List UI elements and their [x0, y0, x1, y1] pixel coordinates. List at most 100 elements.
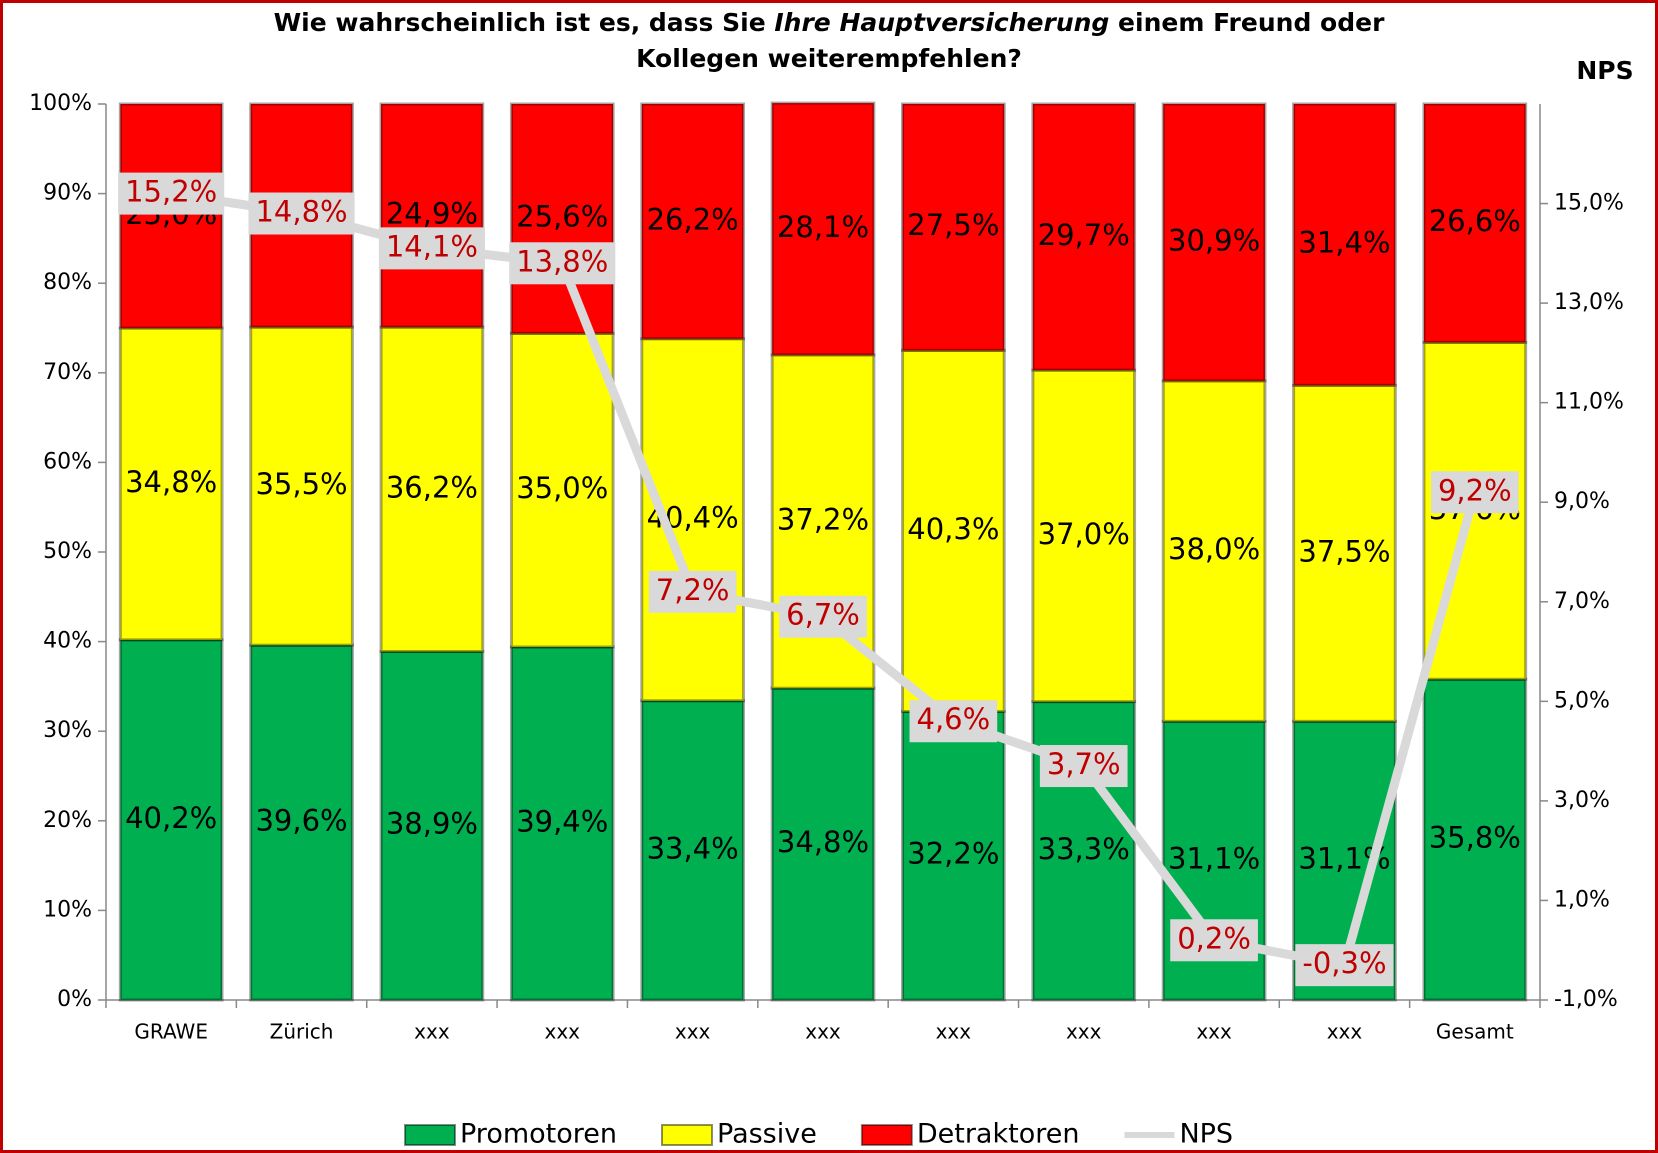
nps-label: 14,1%	[378, 227, 485, 270]
data-label: 34,8%	[777, 825, 869, 859]
legend-swatch	[661, 1124, 713, 1146]
y-tick-label: 20%	[43, 808, 92, 833]
bar-segment	[901, 709, 1006, 1002]
nps-label-text: 6,7%	[786, 598, 860, 632]
nps-label: -0,3%	[1295, 944, 1394, 987]
y-tick-label: 100%	[29, 91, 92, 116]
x-tick-label: xxx	[1327, 1020, 1363, 1044]
x-tick-label: xxx	[675, 1020, 711, 1044]
data-label: 40,3%	[907, 512, 999, 546]
y2-tick-label: 7,0%	[1554, 589, 1610, 614]
nps-label-text: -0,3%	[1302, 946, 1386, 980]
bar-segment	[901, 348, 1006, 713]
nps-label: 7,2%	[648, 570, 737, 613]
nps-label-text: 14,1%	[386, 229, 478, 263]
y-tick-label: 30%	[43, 718, 92, 743]
nps-label-text: 14,8%	[255, 195, 347, 229]
bar-segment	[1292, 383, 1397, 723]
bar-segment	[118, 638, 224, 1002]
bar-segment	[1031, 368, 1137, 704]
y-tick-label: 80%	[43, 270, 92, 295]
data-label: 30,9%	[1168, 223, 1260, 257]
y-tick-label: 10%	[43, 897, 92, 922]
nps-label-box	[1039, 745, 1128, 788]
nps-label-text: 0,2%	[1177, 921, 1251, 955]
data-label: 31,1%	[1168, 842, 1260, 876]
y-tick-label: 90%	[43, 181, 92, 206]
bar-segment	[901, 102, 1006, 352]
nps-label-box	[509, 242, 616, 285]
y-tick-label: 60%	[43, 449, 92, 474]
y2-tick-label: 15,0%	[1554, 191, 1624, 216]
nps-label: 13,8%	[509, 242, 616, 285]
nps-label-text: 9,2%	[1438, 473, 1512, 507]
nps-label-box	[1430, 471, 1519, 514]
data-label: 25,6%	[516, 200, 608, 234]
legend-label: Detraktoren	[917, 1119, 1080, 1150]
x-tick-label: Gesamt	[1436, 1020, 1514, 1044]
bar-segment	[640, 102, 745, 341]
bar-segment	[1031, 102, 1137, 372]
data-label: 33,3%	[1038, 832, 1130, 866]
bar-segment	[118, 326, 224, 642]
nps-label-box	[648, 570, 737, 613]
bar-segment	[379, 102, 485, 329]
y-tick-label: 40%	[43, 629, 92, 654]
x-tick-label: xxx	[1196, 1020, 1232, 1044]
data-label: 35,5%	[255, 467, 347, 501]
legend-label: Promotoren	[460, 1119, 617, 1150]
nps-label-box	[1295, 944, 1394, 987]
nps-label-text: 3,7%	[1047, 747, 1121, 781]
chart-title: Kollegen weiterempfehlen?	[636, 44, 1022, 73]
nps-label-text: 13,8%	[516, 244, 608, 278]
data-label: 39,6%	[255, 804, 347, 838]
bar-segment	[770, 101, 876, 357]
legend-label: NPS	[1179, 1119, 1233, 1150]
x-tick-label: xxx	[936, 1020, 972, 1044]
y2-tick-label: 13,0%	[1554, 290, 1624, 315]
nps-label: 4,6%	[909, 700, 998, 743]
data-label: 26,2%	[647, 202, 739, 236]
bar-segment	[379, 325, 485, 653]
x-tick-label: GRAWE	[134, 1020, 208, 1044]
bar-segment	[249, 325, 354, 647]
y2-tick-label: 3,0%	[1554, 788, 1610, 813]
nps-label-box	[909, 700, 998, 743]
y2-tick-label: 11,0%	[1554, 390, 1624, 415]
y2-tick-label: -1,0%	[1554, 987, 1618, 1012]
x-tick-label: xxx	[545, 1020, 581, 1044]
y2-tick-label: 9,0%	[1554, 489, 1610, 514]
y2-axis-title: NPS	[1576, 56, 1633, 85]
data-label: 40,2%	[125, 801, 217, 835]
nps-label-text: 4,6%	[917, 702, 991, 736]
bar-segment	[249, 643, 354, 1002]
legend-label: Passive	[717, 1119, 817, 1150]
data-label: 26,6%	[1429, 204, 1521, 238]
bar-segment	[640, 337, 745, 703]
data-label: 35,8%	[1429, 821, 1521, 855]
bar-segment	[509, 102, 615, 335]
data-label: 37,0%	[1038, 517, 1130, 551]
data-label: 38,9%	[386, 807, 478, 841]
bar-segment	[118, 102, 224, 330]
nps-label-box	[779, 595, 867, 638]
data-label: 33,4%	[647, 831, 739, 865]
data-label: 37,2%	[777, 503, 869, 537]
nps-label: 15,2%	[118, 172, 225, 215]
nps-label-box	[1170, 919, 1258, 962]
data-label: 37,5%	[1298, 534, 1390, 568]
data-label: 36,2%	[386, 470, 478, 504]
data-label: 32,2%	[907, 837, 999, 871]
bar-segment	[1161, 102, 1267, 383]
x-tick-label: xxx	[1066, 1020, 1102, 1044]
nps-label-box	[248, 192, 355, 235]
legend-swatch	[404, 1124, 456, 1146]
nps-label-box	[378, 227, 485, 270]
bar-segment	[509, 645, 615, 1002]
y2-tick-label: 5,0%	[1554, 688, 1610, 713]
bar-segment	[1292, 102, 1397, 387]
data-label: 29,7%	[1038, 218, 1130, 252]
nps-label: 3,7%	[1039, 745, 1128, 788]
bar-segment	[770, 686, 876, 1002]
